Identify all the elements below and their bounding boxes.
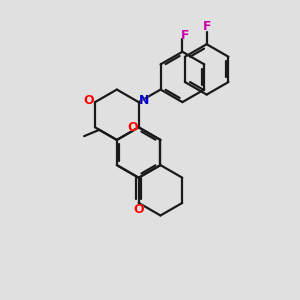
Text: F: F [202, 20, 211, 33]
Text: O: O [134, 203, 144, 216]
Text: N: N [139, 94, 149, 107]
Text: O: O [127, 121, 138, 134]
Text: O: O [83, 94, 94, 107]
Text: N: N [139, 94, 149, 107]
Text: O: O [134, 203, 144, 216]
Text: O: O [83, 94, 94, 107]
Text: F: F [181, 29, 189, 42]
Text: F: F [202, 20, 211, 33]
Text: O: O [127, 121, 138, 134]
Text: F: F [181, 29, 189, 42]
